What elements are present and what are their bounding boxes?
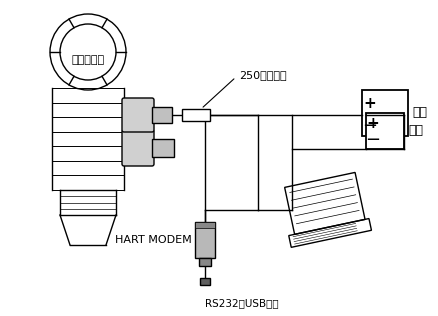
Text: −: − — [362, 117, 378, 135]
Bar — [366, 113, 404, 149]
Bar — [182, 109, 210, 121]
Bar — [285, 173, 365, 234]
FancyBboxPatch shape — [122, 98, 154, 132]
Bar — [200, 278, 210, 285]
Text: 雷达液位计: 雷达液位计 — [71, 55, 105, 65]
Text: +: + — [367, 117, 379, 131]
Bar — [152, 139, 174, 157]
Circle shape — [50, 14, 126, 90]
Bar — [199, 258, 211, 266]
Text: +: + — [364, 95, 376, 111]
Bar — [195, 222, 215, 228]
Text: 电源: 电源 — [412, 106, 427, 119]
Bar — [362, 90, 408, 136]
Bar — [289, 219, 371, 247]
Text: HART MODEM: HART MODEM — [115, 235, 192, 245]
Text: 250欧姆电阻: 250欧姆电阻 — [239, 70, 286, 80]
Text: −: − — [365, 131, 381, 149]
Circle shape — [60, 24, 116, 80]
FancyBboxPatch shape — [122, 130, 154, 166]
Text: 电源: 电源 — [408, 125, 423, 137]
Text: RS232或USB接口: RS232或USB接口 — [205, 298, 278, 308]
Bar — [195, 222, 215, 258]
Bar — [152, 107, 172, 123]
